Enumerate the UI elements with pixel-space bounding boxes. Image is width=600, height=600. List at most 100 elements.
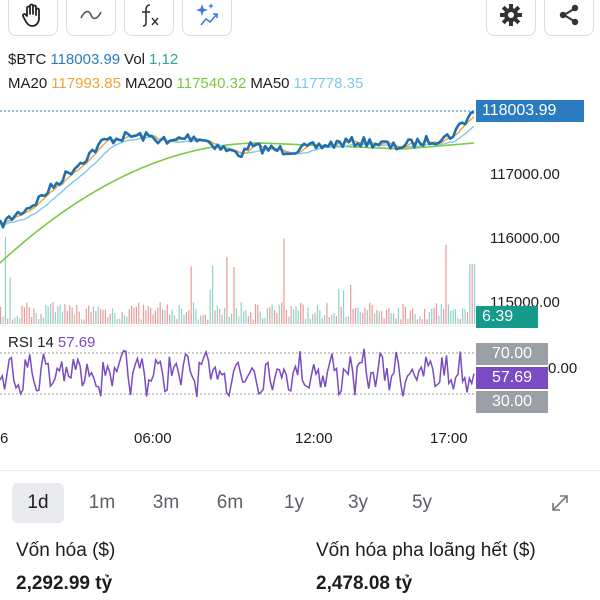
volume-bar [159, 302, 161, 324]
volume-bar [471, 264, 473, 324]
volume-bar [7, 318, 9, 324]
range-1y-button[interactable]: 1y [283, 492, 305, 513]
volume-bar [238, 316, 240, 324]
volume-bar [354, 307, 357, 324]
volume-bar [333, 313, 335, 324]
volume-bar [326, 302, 328, 324]
vol-value: 1,12 [149, 51, 179, 68]
volume-bar [54, 312, 56, 324]
volume-bar [107, 317, 109, 324]
settings-button[interactable] [486, 0, 536, 36]
volume-bar [307, 307, 309, 324]
volume-bar [252, 319, 254, 324]
range-1m-button[interactable]: 1m [88, 492, 116, 513]
volume-bar [128, 309, 130, 324]
volume-bar [123, 315, 126, 324]
volume-bar [131, 305, 133, 324]
range-1d-button[interactable]: 1d [12, 483, 64, 523]
volume-bar [104, 309, 106, 324]
volume-bar [288, 316, 290, 324]
volume-bar [100, 308, 102, 324]
volume-bar [385, 309, 388, 324]
volume-bar [366, 310, 368, 324]
hand-tool-button[interactable] [8, 0, 58, 36]
volume-bar [235, 308, 237, 324]
volume-bar [166, 304, 168, 324]
volume-bar [350, 284, 352, 324]
volume-bar [38, 318, 40, 324]
volume-bar [264, 317, 266, 324]
volume-bar [92, 306, 95, 324]
volume-bar [266, 308, 268, 324]
volume-bar [412, 308, 414, 324]
volume-bar [45, 305, 47, 324]
indicator-button[interactable] [124, 0, 174, 36]
expand-button[interactable] [540, 483, 580, 523]
ai-analysis-button[interactable] [182, 0, 232, 36]
volume-bar [42, 317, 45, 324]
volume-bars [0, 236, 476, 324]
market-cap-label: Vốn hóa ($) [16, 540, 116, 561]
line-tool-button[interactable] [66, 0, 116, 36]
volume-bar [383, 318, 385, 324]
rsi-label: RSI 14 [8, 334, 54, 351]
volume-bar [133, 307, 135, 324]
range-5y-button[interactable]: 5y [411, 492, 433, 513]
ma200-line [0, 142, 475, 264]
volume-bar [445, 244, 447, 324]
symbol-label: $BTC [8, 51, 47, 68]
volume-bar [414, 313, 416, 324]
range-3m-button[interactable]: 3m [152, 492, 180, 513]
volume-bar [474, 264, 476, 324]
volume-bar [73, 314, 75, 324]
volume-bar [212, 265, 214, 324]
range-3y-button[interactable]: 3y [347, 492, 369, 513]
volume-bar [357, 307, 359, 324]
volume-bar [16, 315, 18, 324]
volume-bar [61, 311, 64, 324]
volume-bar [102, 309, 104, 324]
volume-bar [404, 306, 407, 324]
rsi-value-tag: 57.69 [476, 367, 548, 389]
volume-bar [202, 315, 204, 324]
volume-bar [390, 313, 392, 324]
volume-bar [83, 319, 85, 324]
volume-bar [176, 319, 178, 324]
volume-bar [335, 316, 337, 324]
volume-bar [312, 314, 314, 324]
volume-bar [64, 304, 66, 324]
rsi-header-value: 57.69 [57, 334, 96, 351]
volume-bar [281, 302, 283, 324]
volume-bar [162, 309, 164, 324]
volume-bar [431, 308, 433, 324]
volume-bar [28, 307, 30, 324]
time-label: 6 [0, 430, 9, 447]
volume-bar [421, 319, 423, 324]
volume-bar [323, 315, 326, 324]
volume-bar [331, 314, 333, 324]
volume-bar [164, 309, 166, 324]
price-value: 118003.99 [50, 51, 121, 68]
share-button[interactable] [544, 0, 594, 36]
volume-bar [81, 319, 83, 324]
sparkle-chart-icon [196, 3, 218, 26]
volume-bar [340, 307, 342, 324]
volume-bar [47, 306, 49, 324]
share-icon [559, 4, 579, 26]
ma200-label: MA200 [124, 75, 173, 92]
range-6m-button[interactable]: 6m [216, 492, 244, 513]
volume-bar [271, 304, 273, 324]
volume-bar [109, 314, 111, 324]
ma-header: MA20 117993.85 MA200 117540.32 MA50 117778.35 [8, 75, 367, 92]
volume-bar [438, 315, 440, 324]
volume-bar [33, 308, 35, 324]
time-label: 17:00 [430, 430, 468, 447]
volume-bar [352, 308, 354, 324]
volume-bar [228, 317, 230, 324]
volume-bar [145, 310, 147, 324]
volume-bar [90, 311, 92, 324]
symbol-header: $BTC 118003.99 Vol 1,12 [8, 51, 182, 68]
volume-bar [9, 277, 11, 324]
price-chart[interactable] [0, 95, 600, 425]
volume-bar [269, 307, 271, 324]
